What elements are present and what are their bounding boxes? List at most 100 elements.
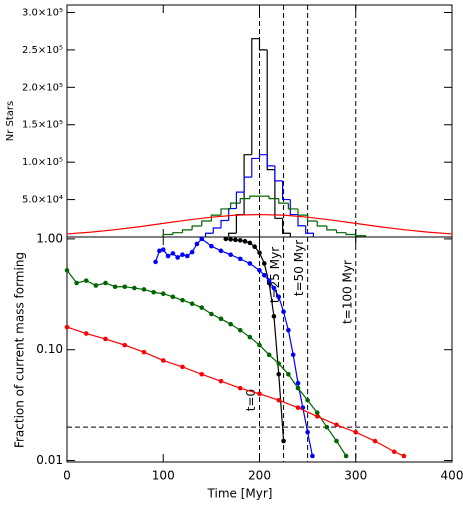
point xyxy=(266,278,272,283)
point xyxy=(175,255,180,260)
x-tick-label: 200 xyxy=(248,469,271,483)
y-tick-label: 1.5×10⁵ xyxy=(22,120,63,131)
point xyxy=(343,453,349,459)
point xyxy=(199,305,205,310)
point xyxy=(218,248,224,254)
point xyxy=(281,309,286,315)
point xyxy=(262,261,267,266)
histogram-step xyxy=(268,196,279,200)
histogram-step xyxy=(172,232,183,235)
point xyxy=(103,280,108,286)
histogram-step xyxy=(249,195,260,199)
point xyxy=(295,380,301,386)
point xyxy=(353,429,359,435)
histogram-step xyxy=(316,220,327,227)
point xyxy=(185,253,190,259)
histogram-step xyxy=(239,198,250,204)
histogram-step xyxy=(282,180,291,201)
histogram-step xyxy=(289,199,298,216)
histogram-step xyxy=(205,232,214,237)
histogram-step xyxy=(305,225,314,237)
point xyxy=(276,294,282,300)
point xyxy=(74,280,79,286)
reference-label: t=100 Myr xyxy=(340,260,354,324)
line xyxy=(66,326,405,457)
y-tick-label: 0.01 xyxy=(36,453,63,467)
x-tick-label: 100 xyxy=(152,469,175,483)
point xyxy=(153,259,158,265)
point xyxy=(237,327,243,333)
point xyxy=(64,268,70,273)
point xyxy=(295,405,301,410)
point xyxy=(314,414,320,419)
point xyxy=(281,438,286,444)
point xyxy=(199,236,205,242)
y-tick-label: 0.10 xyxy=(36,342,63,356)
histogram-step xyxy=(201,220,212,226)
y-tick-label: 3.0×10⁵ xyxy=(22,7,63,18)
histogram-step xyxy=(228,207,237,221)
line xyxy=(154,238,314,457)
point xyxy=(266,352,272,358)
point xyxy=(83,278,89,283)
point xyxy=(257,342,262,348)
point xyxy=(160,358,166,363)
y-tick-label: 5.0×10⁴ xyxy=(22,195,63,206)
histogram-step xyxy=(212,227,221,234)
point xyxy=(276,371,282,377)
point xyxy=(310,453,315,459)
point xyxy=(228,321,233,327)
x-tick-label: 400 xyxy=(441,469,463,483)
point xyxy=(122,342,128,348)
point xyxy=(157,248,162,254)
point xyxy=(334,438,339,444)
histogram-step xyxy=(210,214,221,221)
reference-label: t=25 Myr xyxy=(268,247,282,303)
y-tick-label: 2.0×10⁵ xyxy=(22,82,63,93)
point xyxy=(247,334,253,340)
point xyxy=(271,314,277,319)
histogram-step xyxy=(326,225,337,231)
point xyxy=(314,410,320,416)
histogram-step xyxy=(266,154,275,167)
point xyxy=(189,249,195,255)
histogram-step xyxy=(251,157,260,178)
histogram-step xyxy=(258,154,268,159)
point xyxy=(180,364,185,370)
point xyxy=(180,252,185,257)
point xyxy=(286,371,291,377)
histogram-step xyxy=(274,165,283,182)
point xyxy=(112,284,118,290)
point xyxy=(305,429,310,435)
histogram-step xyxy=(274,169,283,219)
line xyxy=(66,269,347,457)
point xyxy=(218,316,224,322)
y-axis-label: Fraction of current mass forming xyxy=(13,252,27,448)
point xyxy=(237,385,243,391)
point xyxy=(160,291,166,297)
histogram-step xyxy=(251,38,260,155)
point xyxy=(141,349,147,355)
histogram-step xyxy=(258,38,268,51)
point xyxy=(218,378,224,384)
point xyxy=(228,252,233,257)
point xyxy=(194,241,200,247)
point xyxy=(141,287,147,292)
point xyxy=(209,311,214,317)
point xyxy=(165,253,171,259)
point xyxy=(199,371,205,377)
x-axis-label: Time [Myr] xyxy=(207,487,273,501)
point xyxy=(237,256,243,262)
y-tick-label: 1.00 xyxy=(36,231,63,245)
point xyxy=(257,250,262,256)
histogram-step xyxy=(162,233,173,237)
point xyxy=(223,236,229,242)
histogram-step xyxy=(181,229,193,233)
histogram-step xyxy=(297,214,306,227)
histogram-step xyxy=(228,232,237,237)
point xyxy=(233,237,238,243)
point xyxy=(305,397,310,403)
point xyxy=(83,331,89,336)
point xyxy=(295,385,301,391)
point xyxy=(247,261,253,266)
